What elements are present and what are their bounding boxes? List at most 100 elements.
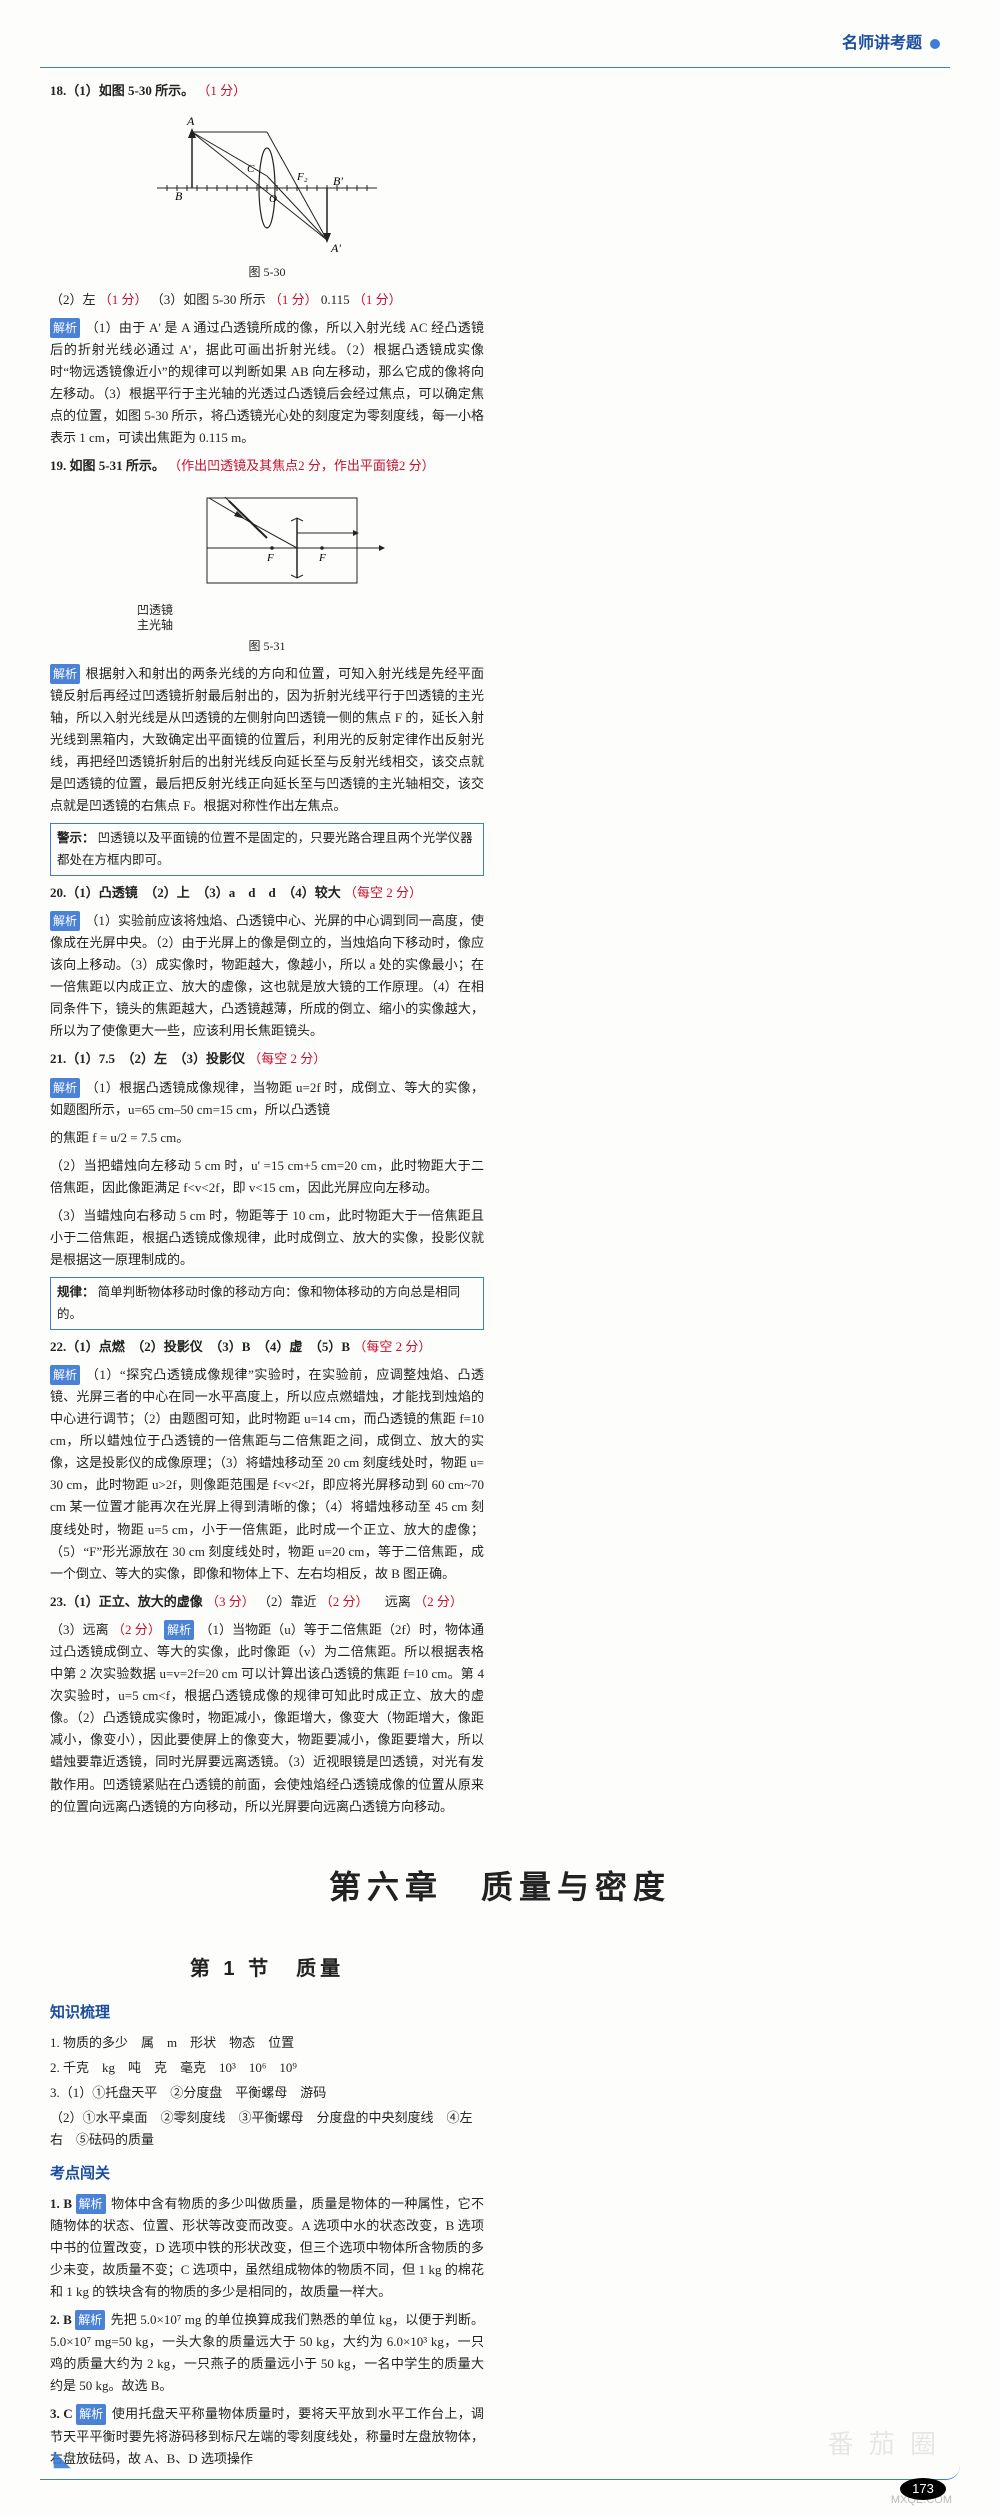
q23-l1s1: （3 分） xyxy=(206,1594,255,1609)
q19-score: （作出凹透镜及其焦点2 分，作出平面镜2 分） xyxy=(168,458,435,473)
analysis-tag-icon: 解析 xyxy=(75,2310,105,2330)
q21-rule-head: 规律： xyxy=(57,1285,95,1299)
q19-line1: 19. 如图 5-31 所示。 （作出凹透镜及其焦点2 分，作出平面镜2 分） xyxy=(50,455,484,477)
fig531-left2: 主光轴 xyxy=(137,618,173,632)
analysis-tag-icon: 解析 xyxy=(50,911,80,931)
q23-analysis-text: （1）当物距（u）等于二倍焦距（2f）时，物体通过凸透镜成倒立、等大的实像，此时… xyxy=(50,1622,484,1814)
q20-score: （每空 2 分） xyxy=(344,885,422,900)
analysis-tag-icon: 解析 xyxy=(76,2404,106,2424)
q23-line2: （3）远离 （2 分） 解析 （1）当物距（u）等于二倍焦距（2f）时，物体通过… xyxy=(50,1619,484,1818)
q18-line2: （2）左 （1 分） （3）如图 5-30 所示 （1 分） 0.115 （1 … xyxy=(50,289,484,311)
fig531-label: 图 5-31 xyxy=(50,636,484,656)
main-columns: 18.（1）如图 5-30 所示。 （1 分） xyxy=(50,80,950,1824)
a2: 2. B 解析 先把 5.0×10⁷ mg 的单位换算成我们熟悉的单位 kg，以… xyxy=(50,2309,484,2397)
q20-num: 20.（1）凸透镜 （2）上 （3）a d d （4）较大 xyxy=(50,885,341,900)
svg-text:F: F xyxy=(266,552,274,564)
analysis-tag-icon: 解析 xyxy=(50,318,80,338)
q18-score1: （1 分） xyxy=(197,83,246,98)
q23-l1a: 23.（1）正立、放大的虚像 xyxy=(50,1594,203,1609)
q19-analysis-text: 根据射入和射出的两条光线的方向和位置，可知入射光线是先经平面镜反射后再经过凹透镜… xyxy=(50,666,484,814)
a1-body: 物体中含有物质的多少叫做质量，质量是物体的一种属性，它不随物体的状态、位置、形状… xyxy=(50,2196,484,2299)
fig530-label: 图 5-30 xyxy=(50,262,484,282)
analysis-tag-icon: 解析 xyxy=(50,1078,80,1098)
q19-warn-head: 警示： xyxy=(57,831,95,845)
q18-line1: 18.（1）如图 5-30 所示。 （1 分） xyxy=(50,80,484,102)
sub-exam: 考点闯关 xyxy=(50,2161,484,2187)
analysis-tag-icon: 解析 xyxy=(164,1620,194,1640)
q19-num: 19. 如图 5-31 所示。 xyxy=(50,458,165,473)
svg-text:B: B xyxy=(175,189,183,203)
q19-warn-body: 凹透镜以及平面镜的位置不是固定的，只要光路合理且两个光学仪器都处在方框内即可。 xyxy=(57,831,473,866)
section1-columns: 第 1 节 质量 知识梳理 1. 物质的多少 属 m 形状 物态 位置 2. 千… xyxy=(50,1942,950,2476)
q19-analysis: 解析 根据射入和射出的两条光线的方向和位置，可知入射光线是先经平面镜反射后再经过… xyxy=(50,663,484,818)
k2: 2. 千克 kg 吨 克 毫克 10³ 10⁶ 10⁹ xyxy=(50,2057,484,2079)
fig531-left1: 凹透镜 xyxy=(137,603,173,617)
q23-line1: 23.（1）正立、放大的虚像 （3 分） （2）靠近 （2 分） 远离 （2 分… xyxy=(50,1591,484,1613)
q23-l2a: （3）远离 xyxy=(50,1622,109,1637)
q23-l1s3: （2 分） xyxy=(414,1594,463,1609)
q18-num: 18.（1）如图 5-30 所示。 xyxy=(50,83,194,98)
section1-title: 第 1 节 质量 xyxy=(50,1952,484,1986)
svg-text:A': A' xyxy=(330,241,341,255)
q23-l1c: 远离 xyxy=(372,1594,411,1609)
a1: 1. B 解析 物体中含有物质的多少叫做质量，质量是物体的一种属性，它不随物体的… xyxy=(50,2193,484,2303)
q22-line1: 22.（1）点燃 （2）投影仪 （3）B （4）虚 （5）B （每空 2 分） xyxy=(50,1336,484,1358)
q22-num: 22.（1）点燃 （2）投影仪 （3）B （4）虚 （5）B xyxy=(50,1339,350,1354)
q20-analysis: 解析 （1）实验前应该将烛焰、凸透镜中心、光屏的中心调到同一高度，使像成在光屏中… xyxy=(50,910,484,1043)
q18-l2a: （2）左 xyxy=(50,292,96,307)
q18-analysis: 解析 （1）由于 A' 是 A 通过凸透镜所成的像，所以入射光线 AC 经凸透镜… xyxy=(50,317,484,450)
a1-head: 1. B xyxy=(50,2196,72,2211)
q21-p2: （2）当把蜡烛向左移动 5 cm 时，u' =15 cm+5 cm=20 cm，… xyxy=(50,1155,484,1199)
sub-knowledge: 知识梳理 xyxy=(50,2000,484,2026)
svg-text:F: F xyxy=(318,552,326,564)
q21-num: 21.（1）7.5 （2）左 （3）投影仪 xyxy=(50,1051,245,1066)
analysis-tag-icon: 解析 xyxy=(50,1365,80,1385)
page-header-title: 名师讲考题 xyxy=(50,30,950,57)
header-rule xyxy=(40,67,950,68)
figure-5-30: A B C O F₂ B' A' 图 5-30 xyxy=(50,108,484,282)
q18-l2c: 0.115 xyxy=(321,292,350,307)
q21-rule-box: 规律： 简单判断物体移动时像的移动方向：像和物体移动的方向总是相同的。 xyxy=(50,1277,484,1330)
a3-head: 3. C xyxy=(50,2406,73,2421)
q23-l2s1: （2 分） xyxy=(112,1622,161,1637)
q20-analysis-text: （1）实验前应该将烛焰、凸透镜中心、光屏的中心调到同一高度，使像成在光屏中央。（… xyxy=(50,913,484,1038)
chapter-title: 第六章 质量与密度 xyxy=(50,1860,950,1914)
q19-warning-box: 警示： 凹透镜以及平面镜的位置不是固定的，只要光路合理且两个光学仪器都处在方框内… xyxy=(50,823,484,876)
a3: 3. C 解析 使用托盘天平称量物体质量时，要将天平放到水平工作台上，调节天平平… xyxy=(50,2403,484,2469)
svg-text:C: C xyxy=(247,163,255,175)
svg-text:B': B' xyxy=(333,174,343,188)
analysis-tag-icon: 解析 xyxy=(76,2194,106,2214)
k3a: 3.（1）①托盘天平 ②分度盘 平衡螺母 游码 xyxy=(50,2082,484,2104)
q21-analysis-a: 解析 （1）根据凸透镜成像规律，当物距 u=2f 时，成倒立、等大的实像，如题图… xyxy=(50,1077,484,1121)
q21-score: （每空 2 分） xyxy=(248,1051,326,1066)
q21-rule-body: 简单判断物体移动时像的移动方向：像和物体移动的方向总是相同的。 xyxy=(57,1285,460,1320)
q18-l2s2: （1 分） xyxy=(269,292,318,307)
k1: 1. 物质的多少 属 m 形状 物态 位置 xyxy=(50,2032,484,2054)
svg-text:A: A xyxy=(186,114,195,128)
watermark: MXQE.COM xyxy=(891,2491,952,2510)
q21-a-text: （1）根据凸透镜成像规律，当物距 u=2f 时，成倒立、等大的实像，如题图所示，… xyxy=(50,1080,484,1117)
figure-5-31: F F 凹透镜 主光轴 图 5-31 xyxy=(50,483,484,656)
svg-text:O: O xyxy=(269,193,277,205)
q21-eq: 的焦距 f = u/2 = 7.5 cm。 xyxy=(50,1127,484,1149)
q18-l2b: （3）如图 5-30 所示 xyxy=(151,292,266,307)
svg-text:F₂: F₂ xyxy=(296,171,308,183)
knowledge-list: 1. 物质的多少 属 m 形状 物态 位置 2. 千克 kg 吨 克 毫克 10… xyxy=(50,2032,484,2151)
q18-l2s3: （1 分） xyxy=(353,292,402,307)
q18-l2s1: （1 分） xyxy=(99,292,148,307)
q21-p3: （3）当蜡烛向右移动 5 cm 时，物距等于 10 cm，此时物距大于一倍焦距且… xyxy=(50,1205,484,1271)
footer-rule xyxy=(40,2466,960,2480)
watermark-cn: 番 茄 圈 xyxy=(828,2422,940,2466)
analysis-tag-icon: 解析 xyxy=(50,664,80,684)
k3b: （2）①水平桌面 ②零刻度线 ③平衡螺母 分度盘的中央刻度线 ④左 右 ⑤砝码的… xyxy=(50,2107,484,2151)
q23-l1b: （2）靠近 xyxy=(258,1594,317,1609)
q22-analysis-text: （1）“探究凸透镜成像规律”实验时，在实验前，应调整烛焰、凸透镜、光屏三者的中心… xyxy=(50,1367,484,1581)
q22-analysis: 解析 （1）“探究凸透镜成像规律”实验时，在实验前，应调整烛焰、凸透镜、光屏三者… xyxy=(50,1364,484,1585)
a2-body: 先把 5.0×10⁷ mg 的单位换算成我们熟悉的单位 kg，以便于判断。5.0… xyxy=(50,2312,484,2393)
q20-line1: 20.（1）凸透镜 （2）上 （3）a d d （4）较大 （每空 2 分） xyxy=(50,882,484,904)
q18-analysis-text: （1）由于 A' 是 A 通过凸透镜所成的像，所以入射光线 AC 经凸透镜后的折… xyxy=(50,320,484,445)
q23-l1s2: （2 分） xyxy=(320,1594,369,1609)
a2-head: 2. B xyxy=(50,2312,72,2327)
a3-body: 使用托盘天平称量物体质量时，要将天平放到水平工作台上，调节天平平衡时要先将游码移… xyxy=(50,2406,484,2465)
q22-score: （每空 2 分） xyxy=(353,1339,431,1354)
